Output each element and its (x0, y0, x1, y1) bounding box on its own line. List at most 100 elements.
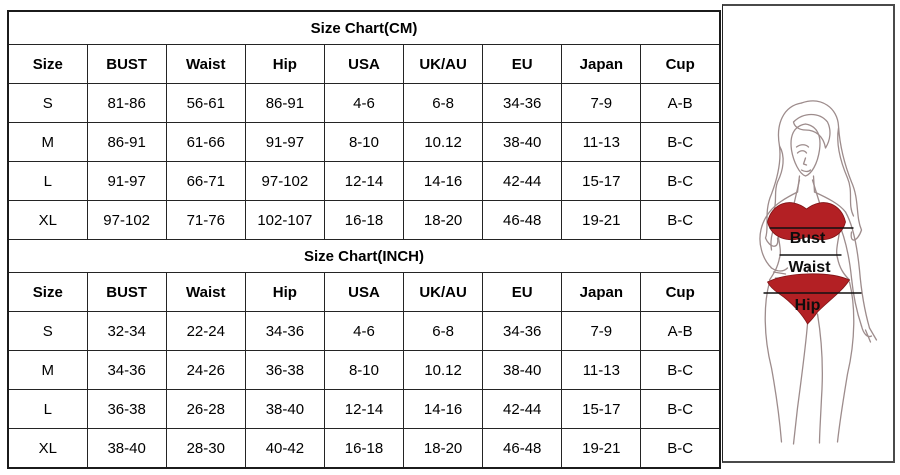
chart-title: Size Chart(INCH) (7, 239, 721, 273)
table-cell: 102-107 (244, 200, 325, 240)
table-cell: 36-38 (86, 389, 167, 429)
column-header: BUST (86, 44, 167, 84)
table-cell: A-B (640, 83, 721, 123)
column-header: BUST (86, 272, 167, 312)
table-cell: 15-17 (561, 389, 642, 429)
column-header: Cup (640, 44, 721, 84)
table-cell: 36-38 (244, 350, 325, 390)
table-cell: 34-36 (244, 311, 325, 351)
waist-label: Waist (788, 259, 831, 276)
table-cell: 10.12 (403, 350, 484, 390)
table-cell: 38-40 (86, 428, 167, 469)
table-cell: B-C (640, 350, 721, 390)
figure-line-art (759, 100, 878, 445)
column-header: Size (7, 272, 88, 312)
table-cell: 12-14 (323, 161, 405, 201)
table-cell: 26-28 (165, 389, 246, 429)
measurement-figure-illustration: Bust Waist Hip (759, 100, 878, 445)
table-cell: 32-34 (86, 311, 167, 351)
table-cell: 34-36 (482, 311, 563, 351)
column-header: Size (7, 44, 88, 84)
table-cell: 91-97 (244, 122, 325, 162)
table-cell: 18-20 (403, 428, 484, 469)
table-cell: 46-48 (482, 200, 563, 240)
table-cell: 38-40 (482, 350, 563, 390)
table-cell: 4-6 (323, 83, 405, 123)
table-cell: 19-21 (561, 200, 642, 240)
table-cell: XL (7, 428, 88, 469)
column-header: Waist (165, 272, 246, 312)
column-header: USA (323, 44, 405, 84)
chart-title-row: Size Chart(CM) (7, 10, 721, 45)
table-cell: 18-20 (403, 200, 484, 240)
table-cell: 8-10 (323, 122, 405, 162)
table-cell: 7-9 (561, 83, 642, 123)
hip-label: Hip (795, 297, 821, 314)
table-row: XL 38-40 28-30 40-42 16-18 18-20 46-48 19-21 B-C (7, 428, 721, 469)
table-cell: 34-36 (482, 83, 563, 123)
table-cell: B-C (640, 122, 721, 162)
column-header: Hip (244, 44, 325, 84)
column-header: Cup (640, 272, 721, 312)
table-cell: L (7, 389, 88, 429)
table-row: XL 97-102 71-76 102-107 16-18 18-20 46-48 19-21… (7, 200, 721, 240)
table-cell: 38-40 (482, 122, 563, 162)
table-cell: B-C (640, 161, 721, 201)
table-cell: A-B (640, 311, 721, 351)
table-cell: 12-14 (323, 389, 405, 429)
table-cell: XL (7, 200, 88, 240)
column-header: USA (323, 272, 405, 312)
column-header: Hip (244, 272, 325, 312)
chart-title-row: Size Chart(INCH) (7, 239, 721, 273)
table-cell: 24-26 (165, 350, 246, 390)
table-cell: 42-44 (482, 161, 563, 201)
column-header: UK/AU (403, 272, 484, 312)
table-cell: 81-86 (86, 83, 167, 123)
table-row: S 32-34 22-24 34-36 4-6 6-8 34-36 7-9 A-B (7, 311, 721, 351)
bikini-top (767, 202, 846, 241)
table-cell: 46-48 (482, 428, 563, 469)
table-row: M 34-36 24-26 36-38 8-10 10.12 38-40 11-13 B-C (7, 350, 721, 390)
column-header: UK/AU (403, 44, 484, 84)
table-cell: 6-8 (403, 311, 484, 351)
table-row: S 81-86 56-61 86-91 4-6 6-8 34-36 7-9 A-B (7, 83, 721, 123)
table-cell: 71-76 (165, 200, 246, 240)
column-header: Japan (561, 272, 642, 312)
table-cell: B-C (640, 389, 721, 429)
table-cell: 16-18 (323, 200, 405, 240)
measurement-figure-panel: Bust Waist Hip (722, 4, 895, 463)
column-header-row: Size BUST Waist Hip USA UK/AU EU Japan Cup (7, 272, 721, 312)
table-cell: 61-66 (165, 122, 246, 162)
table-cell: 56-61 (165, 83, 246, 123)
size-chart-table: Size Chart(CM) Size BUST Waist Hip USA UK/AU EU… (7, 10, 721, 469)
table-cell: 91-97 (86, 161, 167, 201)
size-chart-table-body: Size Chart(CM) Size BUST Waist Hip USA UK/AU EU… (7, 10, 721, 469)
table-cell: 40-42 (244, 428, 325, 469)
table-cell: 11-13 (561, 122, 642, 162)
table-cell: 22-24 (165, 311, 246, 351)
table-cell: 38-40 (244, 389, 325, 429)
table-cell: 19-21 (561, 428, 642, 469)
table-cell: 86-91 (86, 122, 167, 162)
table-cell: 28-30 (165, 428, 246, 469)
table-row: M 86-91 61-66 91-97 8-10 10.12 38-40 11-13 B-C (7, 122, 721, 162)
table-cell: S (7, 311, 88, 351)
table-cell: 14-16 (403, 389, 484, 429)
table-cell: 11-13 (561, 350, 642, 390)
size-tables: Size Chart(CM) Size BUST Waist Hip USA UK/AU EU… (7, 10, 721, 469)
table-cell: 66-71 (165, 161, 246, 201)
chart-title: Size Chart(CM) (7, 10, 721, 45)
table-cell: 10.12 (403, 122, 484, 162)
column-header-row: Size BUST Waist Hip USA UK/AU EU Japan Cup (7, 44, 721, 84)
table-cell: 14-16 (403, 161, 484, 201)
table-cell: 97-102 (244, 161, 325, 201)
table-cell: 16-18 (323, 428, 405, 469)
column-header: Waist (165, 44, 246, 84)
table-cell: 97-102 (86, 200, 167, 240)
table-row: L 91-97 66-71 97-102 12-14 14-16 42-44 15-17 B-C (7, 161, 721, 201)
table-row: L 36-38 26-28 38-40 12-14 14-16 42-44 15-17 B-C (7, 389, 721, 429)
column-header: EU (482, 44, 563, 84)
table-cell: 6-8 (403, 83, 484, 123)
table-cell: B-C (640, 200, 721, 240)
